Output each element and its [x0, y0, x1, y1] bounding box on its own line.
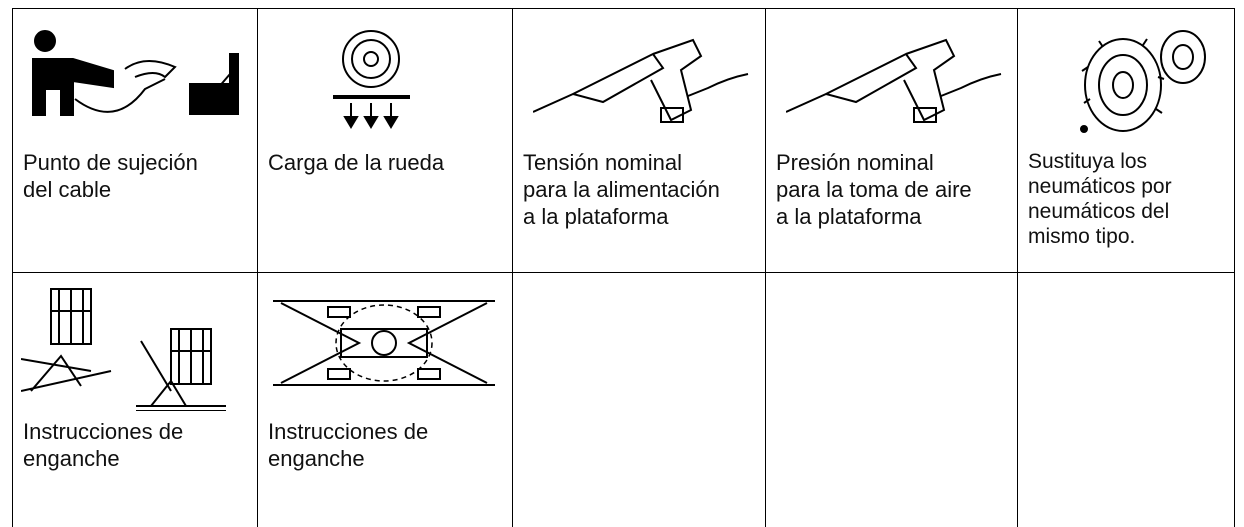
- icon-cable-anchor: [32, 30, 239, 116]
- label-line: enganche: [23, 446, 120, 471]
- cell-label: Instrucciones de enganche: [268, 418, 428, 472]
- label-line: neumáticos del: [1028, 200, 1170, 223]
- label-line: mismo tipo.: [1028, 225, 1136, 248]
- table-cell: [765, 272, 1017, 527]
- label-line: para la toma de aire: [776, 177, 972, 202]
- cell-label: Sustituya los neumáticos por neumáticos de…: [1028, 149, 1172, 249]
- table-cell: Presión nominal para la toma de aire a la …: [765, 8, 1017, 272]
- label-line: del cable: [23, 177, 112, 202]
- icon-hitch-1: [21, 288, 226, 411]
- label-line: Instrucciones de: [23, 419, 184, 444]
- label-line: Punto de sujeción: [23, 150, 198, 175]
- icon-air-tool: [786, 38, 1002, 123]
- cell-label: Carga de la rueda: [268, 149, 444, 176]
- icon-tire: [1080, 30, 1206, 133]
- label-line: Sustituya los: [1028, 150, 1148, 173]
- label-line: Presión nominal: [776, 150, 934, 175]
- table-cell: [1017, 272, 1235, 527]
- table-cell: Tensión nominal para la alimentación a la …: [512, 8, 765, 272]
- label-line: Tensión nominal: [523, 150, 682, 175]
- label-line: a la plataforma: [776, 204, 922, 229]
- cell-label: Presión nominal para la toma de aire a la …: [776, 149, 972, 230]
- table-cell: Punto de sujeción del cable: [12, 8, 257, 272]
- icon-power-tool: [533, 38, 749, 123]
- cell-label: Tensión nominal para la alimentación a la …: [523, 149, 720, 230]
- label-line: neumáticos por: [1028, 175, 1172, 198]
- label-line: enganche: [268, 446, 365, 471]
- label-line: Instrucciones de: [268, 419, 429, 444]
- table-cell: Sustituya los neumáticos por neumáticos de…: [1017, 8, 1235, 272]
- table-cell: Carga de la rueda: [257, 8, 512, 272]
- icon-hitch-2: [273, 300, 495, 386]
- cell-label: Instrucciones de enganche: [23, 418, 183, 472]
- label-line: Carga de la rueda: [268, 150, 445, 175]
- label-line: para la alimentación: [523, 177, 720, 202]
- table-cell: Instrucciones de enganche: [12, 272, 257, 527]
- table-cell: [512, 272, 765, 527]
- label-line: a la plataforma: [523, 204, 669, 229]
- table-cell: Instrucciones de enganche: [257, 272, 512, 527]
- icon-wheel-load: [333, 30, 410, 129]
- cell-label: Punto de sujeción del cable: [23, 149, 198, 203]
